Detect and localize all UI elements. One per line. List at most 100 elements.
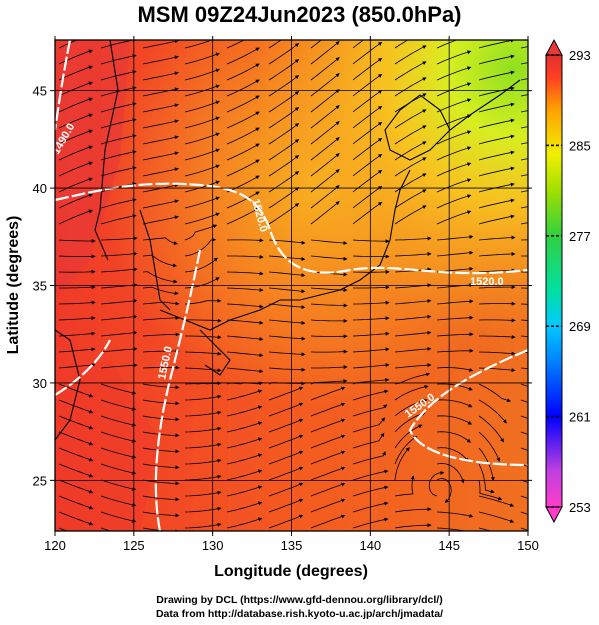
streamline [100, 267, 138, 273]
streamline [394, 189, 427, 209]
streamline [478, 431, 501, 462]
streamline [226, 367, 264, 374]
streamline [268, 351, 306, 357]
map-plot-area: 1490.0 1520.0 1520.0 1550.0 1550.0 [55, 40, 528, 531]
streamline [268, 514, 304, 529]
streamline [436, 367, 474, 372]
streamline [394, 346, 432, 353]
streamline [478, 40, 515, 49]
contour-1550-west [55, 339, 111, 396]
streamline [226, 389, 263, 401]
streamline [520, 287, 528, 289]
contour-1520-west [154, 249, 202, 531]
streamline [100, 86, 137, 97]
streamline [520, 431, 528, 435]
streamline [436, 82, 472, 97]
streamline [100, 415, 137, 427]
streamline [142, 103, 179, 113]
streamline [352, 347, 390, 353]
streamline [184, 298, 222, 305]
streamline [394, 330, 432, 337]
streamline [142, 511, 180, 518]
colorbar-min-arrow [545, 506, 563, 524]
streamline [310, 318, 348, 323]
streamline [184, 426, 222, 433]
streamline [268, 171, 300, 193]
streamline [226, 335, 264, 342]
streamline [394, 398, 428, 417]
streamline [394, 384, 429, 401]
streamline [436, 234, 474, 241]
streamline [100, 447, 137, 459]
streamline [436, 114, 472, 129]
streamline [142, 55, 179, 65]
streamline [58, 254, 96, 259]
x-tick-label: 125 [123, 538, 145, 553]
x-tick-label: 130 [202, 538, 224, 553]
chart-title: MSM 09Z24Jun2023 (850.0hPa) [137, 2, 462, 27]
x-axis: 120 125 130 135 140 145 150 [44, 36, 539, 553]
y-axis-label: Latitude (degrees) [5, 216, 22, 355]
streamline [436, 462, 465, 484]
streamline [100, 118, 137, 129]
streamline [394, 77, 427, 97]
streamline [184, 458, 222, 465]
streamline [310, 239, 348, 245]
streamline [520, 110, 528, 113]
streamline [521, 255, 528, 257]
streamline [58, 495, 94, 510]
streamline [310, 450, 346, 465]
streamline [310, 89, 340, 113]
streamline [142, 151, 179, 161]
streamline [268, 418, 304, 433]
streamline [268, 367, 306, 372]
streamline [142, 183, 179, 193]
streamline [394, 507, 432, 513]
streamline [100, 214, 137, 225]
streamline [520, 174, 528, 177]
streamline [394, 475, 415, 497]
streamline [226, 207, 260, 225]
streamline [268, 482, 304, 497]
streamline [142, 237, 178, 245]
streamline [226, 143, 260, 161]
streamline [478, 415, 504, 443]
contour-1520-north [55, 182, 528, 275]
streamline [58, 145, 93, 161]
streamline [268, 498, 304, 513]
y-tick-label: 35 [33, 279, 47, 294]
streamline [100, 330, 138, 337]
streamline [142, 254, 177, 268]
streamline [142, 215, 179, 225]
streamline [268, 303, 306, 310]
grid-lines [55, 40, 528, 531]
streamline [100, 251, 138, 257]
x-tick-label: 120 [44, 538, 66, 553]
streamline [310, 57, 340, 81]
streamline [142, 286, 179, 296]
streamline [352, 121, 383, 145]
streamline [353, 300, 390, 305]
streamline [184, 442, 222, 449]
streamline [58, 431, 94, 446]
streamline [226, 79, 260, 97]
colorbar-tick-label: 277 [569, 229, 591, 244]
streamline [520, 62, 528, 65]
streamline [184, 277, 220, 289]
streamline [478, 511, 515, 523]
streamline [142, 199, 179, 209]
streamline [310, 498, 346, 513]
streamline [310, 41, 340, 65]
streamline [142, 399, 180, 406]
y-axis: 25 30 35 40 45 [33, 84, 532, 488]
streamline [310, 185, 340, 209]
streamline [268, 402, 304, 417]
streamline [310, 379, 348, 385]
streamline [184, 318, 222, 323]
streamline [184, 116, 220, 129]
streamline [268, 434, 304, 449]
streamline [520, 335, 528, 337]
streamline [58, 113, 93, 129]
streamline [184, 224, 218, 241]
colorbar-tick-label: 253 [569, 500, 591, 515]
